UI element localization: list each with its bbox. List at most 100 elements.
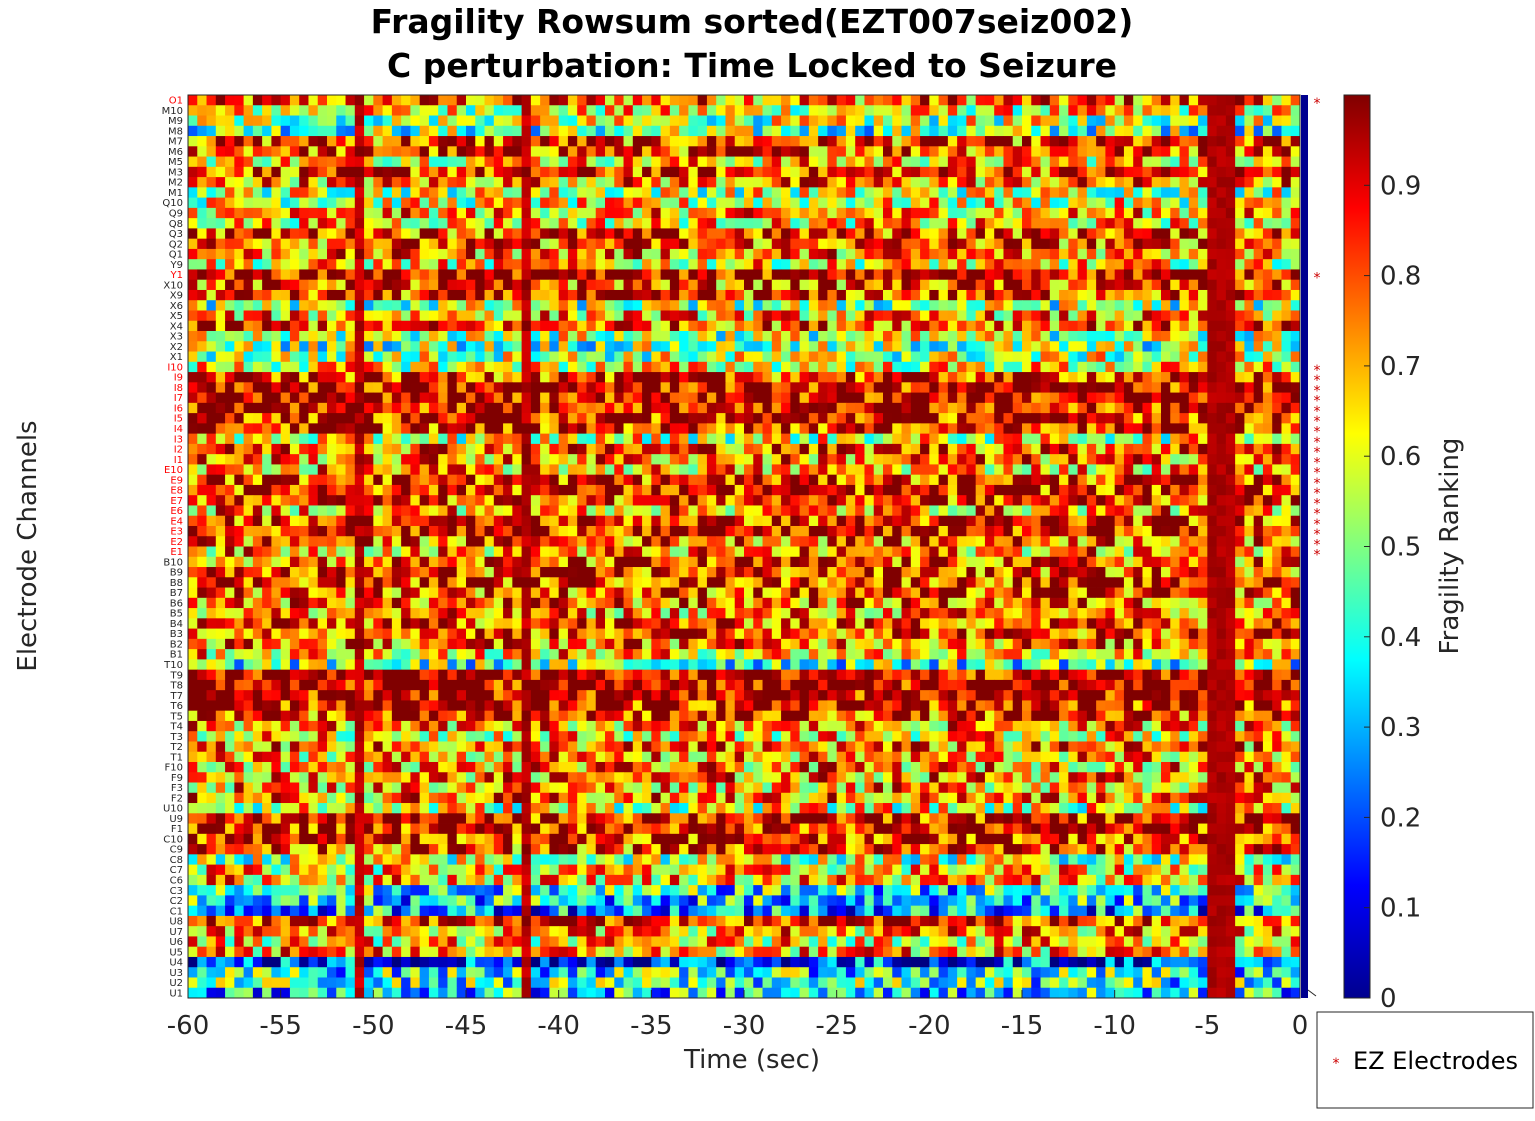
heatmap-cell	[762, 484, 773, 496]
heatmap-cell	[901, 505, 912, 517]
heatmap-cell	[873, 279, 884, 291]
heatmap-cell	[354, 166, 365, 178]
heatmap-cell	[845, 382, 856, 393]
heatmap-cell	[1272, 136, 1282, 147]
heatmap-cell	[994, 341, 1004, 352]
heatmap-cell	[354, 115, 365, 127]
heatmap-cell	[845, 474, 856, 486]
heatmap-cell	[558, 125, 569, 137]
heatmap-cell	[957, 95, 967, 106]
heatmap-cell	[883, 464, 893, 476]
heatmap-cell	[929, 423, 939, 435]
heatmap-cell	[892, 341, 902, 352]
heatmap-cell	[873, 464, 884, 476]
heatmap-cell	[1040, 443, 1051, 455]
heatmap-cell	[1012, 392, 1023, 404]
heatmap-cell	[512, 197, 522, 209]
heatmap-cell	[1012, 351, 1023, 363]
heatmap-cell	[873, 331, 884, 342]
heatmap-cell	[1003, 228, 1014, 240]
heatmap-cell	[1281, 166, 1292, 178]
heatmap-cell	[1086, 392, 1097, 404]
heatmap-cell	[660, 300, 671, 311]
heatmap-cell	[512, 505, 522, 517]
heatmap-cell	[317, 413, 328, 424]
heatmap-cell	[808, 218, 819, 229]
heatmap-cell	[225, 156, 235, 168]
heatmap-cell	[438, 413, 448, 424]
heatmap-cell	[1003, 443, 1014, 455]
heatmap-cell	[725, 361, 736, 373]
heatmap-cell	[1142, 166, 1153, 178]
heatmap-cell	[512, 115, 522, 127]
heatmap-cell	[549, 310, 560, 322]
heatmap-cell	[188, 136, 198, 147]
heatmap-cell	[697, 228, 708, 240]
heatmap-cell	[614, 248, 624, 260]
heatmap-cell	[1133, 166, 1143, 178]
heatmap-cell	[364, 146, 374, 157]
heatmap-cell	[836, 310, 847, 322]
heatmap-cell	[920, 105, 930, 116]
heatmap-cell	[512, 300, 522, 311]
heatmap-cell	[466, 320, 476, 332]
heatmap-cell	[438, 331, 448, 342]
heatmap-cell	[614, 166, 624, 178]
heatmap-cell	[1123, 95, 1134, 106]
heatmap-cell	[827, 197, 838, 209]
heatmap-cell	[391, 423, 402, 435]
heatmap-cell	[762, 413, 773, 424]
heatmap-cell	[975, 351, 986, 363]
heatmap-cell	[716, 484, 726, 496]
heatmap-cell	[744, 259, 754, 270]
heatmap-cell	[428, 269, 439, 281]
heatmap-cell	[1114, 248, 1125, 260]
heatmap-cell	[697, 177, 708, 188]
heatmap-cell	[1151, 248, 1162, 260]
heatmap-cell	[910, 402, 921, 414]
heatmap-cell	[1022, 248, 1032, 260]
heatmap-cell	[1105, 146, 1116, 157]
heatmap-cell	[1123, 259, 1134, 270]
heatmap-cell	[225, 341, 235, 352]
heatmap-cell	[299, 177, 309, 188]
heatmap-cell	[864, 331, 875, 342]
heatmap-cell	[623, 443, 634, 455]
heatmap-cell	[299, 156, 309, 168]
heatmap-cell	[1290, 248, 1301, 260]
heatmap-cell	[910, 320, 921, 332]
heatmap-cell	[892, 454, 902, 465]
heatmap-cell	[679, 146, 689, 157]
heatmap-cell	[382, 248, 393, 260]
heatmap-cell	[1235, 331, 1245, 342]
heatmap-cell	[567, 443, 578, 455]
heatmap-cell	[1216, 289, 1227, 301]
heatmap-cell	[725, 392, 736, 404]
heatmap-cell	[234, 464, 244, 476]
heatmap-cell	[391, 454, 402, 465]
heatmap-cell	[549, 279, 560, 291]
heatmap-cell	[725, 413, 736, 424]
heatmap-cell	[317, 125, 328, 137]
heatmap-cell	[781, 372, 791, 383]
heatmap-cell	[808, 197, 819, 209]
heatmap-cell	[1003, 146, 1014, 157]
heatmap-cell	[317, 207, 328, 219]
heatmap-cell	[1096, 484, 1106, 496]
heatmap-cell	[549, 207, 560, 219]
heatmap-cell	[808, 248, 819, 260]
heatmap-cell	[1207, 310, 1217, 322]
heatmap-cell	[401, 156, 411, 168]
heatmap-cell	[558, 166, 569, 178]
heatmap-cell	[1123, 454, 1134, 465]
heatmap-cell	[540, 454, 550, 465]
heatmap-cell	[836, 351, 847, 363]
heatmap-cell	[308, 105, 319, 116]
heatmap-cell	[262, 248, 272, 260]
heatmap-cell	[716, 197, 726, 209]
heatmap-cell	[697, 269, 708, 281]
heatmap-cell	[642, 238, 652, 250]
heatmap-cell	[855, 413, 865, 424]
heatmap-cell	[1179, 372, 1190, 383]
heatmap-cell	[679, 433, 689, 445]
